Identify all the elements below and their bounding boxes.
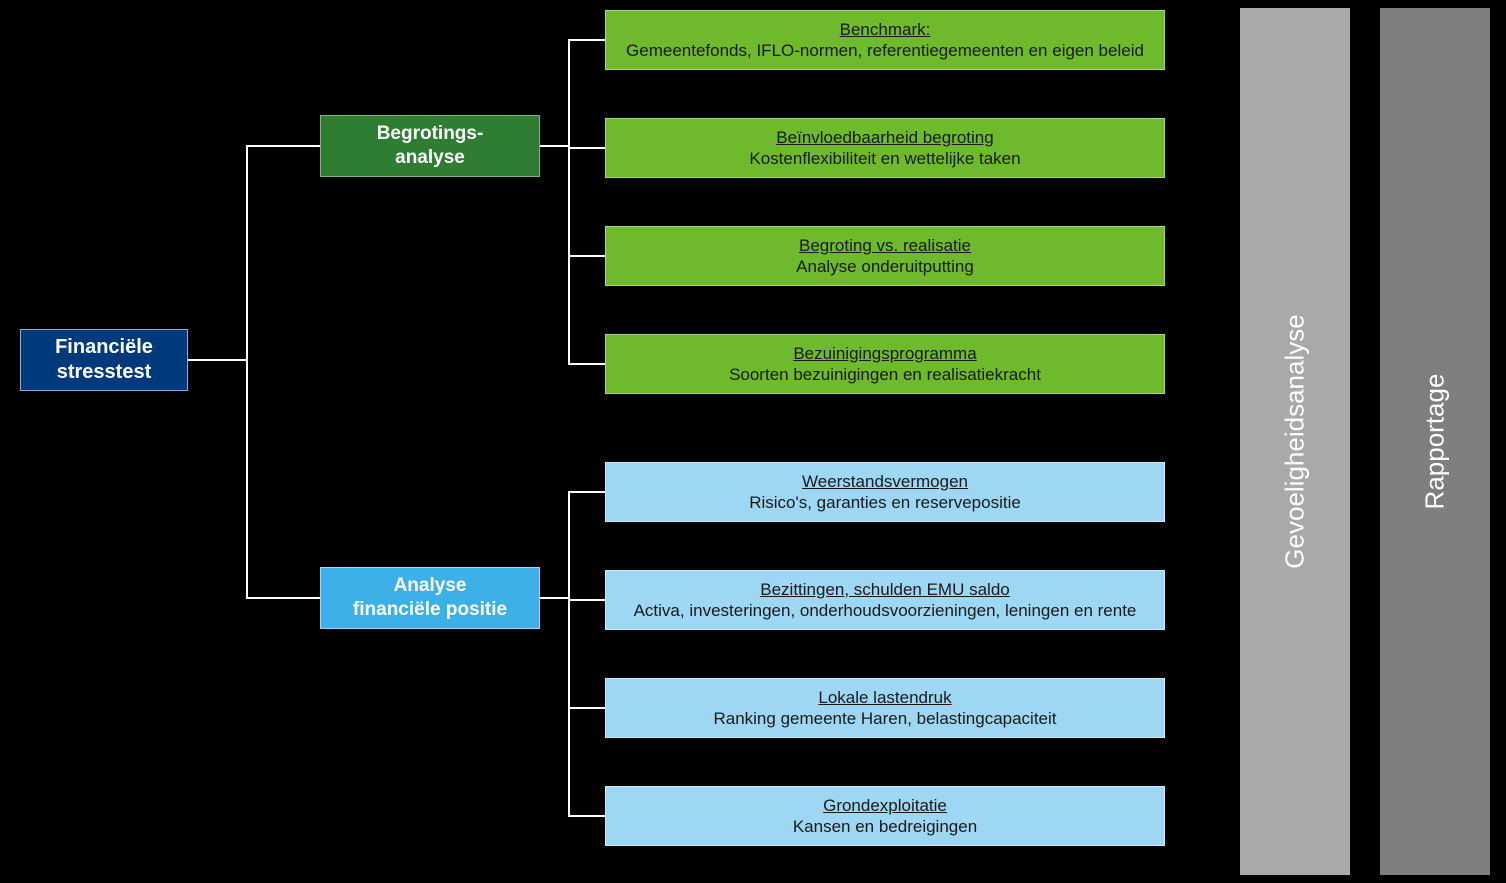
- leaf-title: Benchmark:: [840, 19, 931, 40]
- leaf-bezittingen: Bezittingen, schulden EMU saldo Activa, …: [605, 570, 1165, 630]
- connector: [188, 359, 248, 361]
- leaf-weerstandsvermogen: Weerstandsvermogen Risico's, garanties e…: [605, 462, 1165, 522]
- category-analyse-fp: Analyse financiële positie: [320, 567, 540, 629]
- leaf-sub: Activa, investeringen, onderhoudsvoorzie…: [634, 600, 1137, 621]
- sidebar-rapportage: Rapportage: [1380, 8, 1490, 875]
- leaf-title: Bezuinigingsprogramma: [793, 343, 976, 364]
- leaf-lokale-lastendruk: Lokale lastendruk Ranking gemeente Haren…: [605, 678, 1165, 738]
- leaf-title: Begroting vs. realisatie: [799, 235, 971, 256]
- leaf-sub: Analyse onderuitputting: [796, 256, 974, 277]
- category-begrotings: Begrotings- analyse: [320, 115, 540, 177]
- connector: [568, 147, 605, 149]
- leaf-sub: Soorten bezuinigingen en realisatiekrach…: [729, 364, 1041, 385]
- connector: [568, 39, 570, 365]
- connector: [568, 491, 570, 817]
- sidebar-label: Gevoeligheidsanalyse: [1280, 314, 1311, 568]
- connector: [568, 363, 605, 365]
- connector: [246, 597, 320, 599]
- connector: [540, 145, 570, 147]
- connector: [568, 599, 605, 601]
- cat1-line2: financiële positie: [353, 598, 507, 622]
- connector: [540, 597, 570, 599]
- connector: [246, 145, 248, 599]
- sidebar-label: Rapportage: [1420, 374, 1451, 510]
- leaf-title: Lokale lastendruk: [818, 687, 951, 708]
- leaf-title: Weerstandsvermogen: [802, 471, 968, 492]
- leaf-sub: Kostenflexibiliteit en wettelijke taken: [749, 148, 1020, 169]
- leaf-begroting-realisatie: Begroting vs. realisatie Analyse onderui…: [605, 226, 1165, 286]
- cat0-line1: Begrotings-: [377, 122, 484, 146]
- connector: [568, 39, 605, 41]
- root-node: Financiële stresstest: [20, 329, 188, 391]
- leaf-beinvloedbaarheid: Beïnvloedbaarheid begroting Kostenflexib…: [605, 118, 1165, 178]
- leaf-bezuinigingsprogramma: Bezuinigingsprogramma Soorten bezuinigin…: [605, 334, 1165, 394]
- connector: [246, 145, 320, 147]
- connector: [568, 491, 605, 493]
- leaf-grondexploitatie: Grondexploitatie Kansen en bedreigingen: [605, 786, 1165, 846]
- sidebar-gevoeligheidsanalyse: Gevoeligheidsanalyse: [1240, 8, 1350, 875]
- cat1-line1: Analyse: [394, 574, 467, 598]
- connector: [568, 815, 605, 817]
- stress-test-diagram: Financiële stresstest Begrotings- analys…: [0, 0, 1506, 883]
- root-line2: stresstest: [57, 360, 152, 385]
- leaf-sub: Risico's, garanties en reservepositie: [749, 492, 1021, 513]
- leaf-benchmark: Benchmark: Gemeentefonds, IFLO-normen, r…: [605, 10, 1165, 70]
- cat0-line2: analyse: [395, 146, 465, 170]
- leaf-title: Beïnvloedbaarheid begroting: [776, 127, 993, 148]
- leaf-title: Grondexploitatie: [823, 795, 947, 816]
- root-line1: Financiële: [55, 335, 153, 360]
- connector: [568, 255, 605, 257]
- leaf-sub: Kansen en bedreigingen: [793, 816, 977, 837]
- connector: [568, 707, 605, 709]
- leaf-sub: Gemeentefonds, IFLO-normen, referentiege…: [626, 40, 1144, 61]
- leaf-sub: Ranking gemeente Haren, belastingcapacit…: [713, 708, 1056, 729]
- leaf-title: Bezittingen, schulden EMU saldo: [760, 579, 1009, 600]
